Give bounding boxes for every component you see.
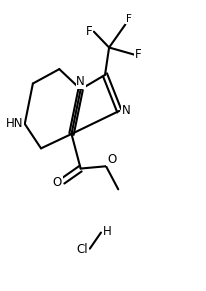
Text: Cl: Cl xyxy=(77,243,88,256)
Text: HN: HN xyxy=(6,117,24,130)
Text: N: N xyxy=(122,104,130,117)
Text: O: O xyxy=(53,176,62,189)
Text: F: F xyxy=(135,48,142,61)
Text: O: O xyxy=(107,153,116,166)
Text: F: F xyxy=(86,25,92,38)
Text: H: H xyxy=(103,226,111,238)
Text: N: N xyxy=(76,75,85,88)
Text: F: F xyxy=(126,14,132,24)
